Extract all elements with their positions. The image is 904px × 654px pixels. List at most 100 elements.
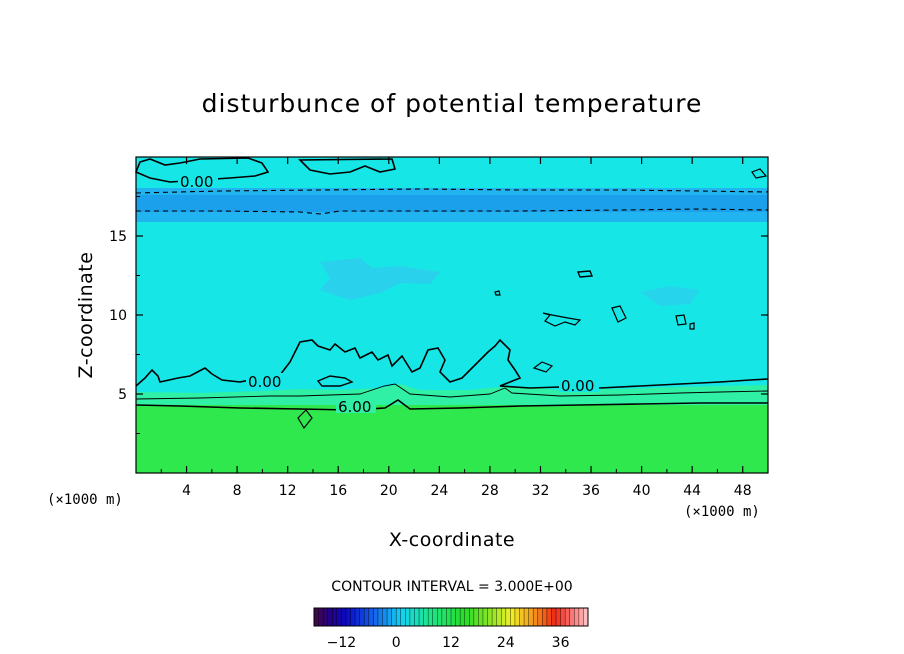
colorbar-cell <box>574 608 580 626</box>
contour-label-2: 0.00 <box>248 373 281 391</box>
contour-six <box>135 399 768 411</box>
colorbar-cell <box>441 608 447 626</box>
x-tick-label: 12 <box>279 483 297 499</box>
y-tick-label: 10 <box>109 308 127 324</box>
colorbar-cell <box>400 608 406 626</box>
colorbar-cell <box>556 608 561 626</box>
colorbar-cell <box>533 608 539 626</box>
colorbar-cell <box>428 608 434 626</box>
colorbar-cell <box>496 608 502 626</box>
colorbar-cell <box>350 608 356 626</box>
patch-1 <box>320 258 440 300</box>
contour-loop-3 <box>297 409 313 430</box>
contour-label-4: 6.00 <box>338 398 371 416</box>
colorbar-cell <box>482 608 488 626</box>
chart-title: disturbunce of potential temperature <box>202 89 703 118</box>
colorbar-cell <box>377 608 383 626</box>
colorbar-cell <box>323 608 329 626</box>
colorbar-cell <box>414 608 420 626</box>
patch-2 <box>640 286 700 306</box>
x-tick-label: 24 <box>430 483 448 499</box>
contour-zero-top-right <box>751 168 768 179</box>
colorbar-cell <box>341 608 347 626</box>
x-axis: 4 8 12 16 20 24 28 32 36 40 44 48 <box>160 157 752 499</box>
colorbar-tick-label: 0 <box>392 635 401 651</box>
colorbar-cell <box>546 608 552 626</box>
contour-small-3 <box>542 312 582 327</box>
x-tick-label: 48 <box>734 483 752 499</box>
contour-negative-upper <box>135 188 769 194</box>
layer-blue-band-core <box>136 195 768 212</box>
colorbar-cell <box>514 608 520 626</box>
colorbar-cell <box>455 608 461 626</box>
colorbar-cell <box>387 608 393 626</box>
colorbar-cell <box>318 608 324 626</box>
colorbar-cell <box>473 608 479 626</box>
contour-small-5 <box>675 314 695 330</box>
contour-label-1: 0.00 <box>180 173 213 191</box>
x-tick-label: 40 <box>633 483 651 499</box>
x-tick-label: 32 <box>532 483 550 499</box>
plot-area: 0.00 0.00 0.00 6.00 <box>134 156 769 474</box>
colorbar-cell <box>327 608 333 626</box>
contour-loop-1 <box>316 375 354 387</box>
colorbar <box>313 607 589 627</box>
y-axis: 5 10 15 <box>109 196 768 434</box>
contour-small-2 <box>494 290 501 296</box>
colorbar-cell <box>519 608 525 626</box>
contour-loop-2 <box>532 361 554 373</box>
colorbar-cell <box>501 608 507 626</box>
contour-interval-label: CONTOUR INTERVAL = 3.000E+00 <box>331 579 572 595</box>
colorbar-cell <box>528 608 534 626</box>
contour-label-bg-2 <box>246 373 286 388</box>
colorbar-cell <box>437 608 443 626</box>
colorbar-cell <box>364 608 370 626</box>
colorbar-tick-label: 24 <box>497 635 515 651</box>
colorbar-cell <box>359 608 365 626</box>
layer-transition-band <box>136 384 768 405</box>
colorbar-cell <box>569 608 575 626</box>
colorbar-cell <box>451 608 456 626</box>
contour-label-bg-3 <box>559 377 599 392</box>
contour-label-bg-4 <box>336 398 376 413</box>
x-unit-label-right: (×1000 m) <box>684 504 760 520</box>
colorbar-cell <box>542 608 548 626</box>
colorbar-cell <box>332 608 338 626</box>
layer-green-band <box>136 404 768 473</box>
x-unit-label-left: (×1000 m) <box>47 492 123 508</box>
y-tick-label: 5 <box>118 387 127 403</box>
x-tick-label: 4 <box>182 483 191 499</box>
colorbar-cell <box>524 608 530 626</box>
x-tick-label: 36 <box>582 483 600 499</box>
colorbar-tick-label: −12 <box>327 635 357 651</box>
colorbar-frame <box>313 607 589 627</box>
colorbar-cell <box>560 608 566 626</box>
contour-negative-lower <box>136 208 769 215</box>
contour-small-1 <box>576 270 594 278</box>
colorbar-cell <box>464 608 470 626</box>
colorbar-ticks: −12 0 12 24 36 <box>327 635 570 651</box>
contour-label-3: 0.00 <box>561 377 594 395</box>
colorbar-cell <box>446 608 452 626</box>
contour-zero-main <box>135 338 769 389</box>
colorbar-cell <box>382 608 388 626</box>
x-tick-label: 20 <box>380 483 398 499</box>
colorbar-cell <box>551 608 557 626</box>
colorbar-cell <box>565 608 571 626</box>
colorbar-cell <box>419 608 424 626</box>
colorbar-cell <box>492 608 498 626</box>
colorbar-cell <box>345 608 351 626</box>
contour-three <box>135 383 769 400</box>
colorbar-cell <box>537 608 543 626</box>
y-axis-label: Z-coordinate <box>75 252 97 379</box>
contour-small-4 <box>611 305 627 323</box>
colorbar-cell <box>314 608 319 626</box>
colorbar-cell <box>478 608 484 626</box>
colorbar-cell <box>510 608 516 626</box>
x-tick-label: 8 <box>233 483 242 499</box>
colorbar-cell <box>409 608 415 626</box>
x-tick-label: 16 <box>329 483 347 499</box>
colorbar-cell <box>396 608 402 626</box>
x-tick-label: 44 <box>683 483 701 499</box>
